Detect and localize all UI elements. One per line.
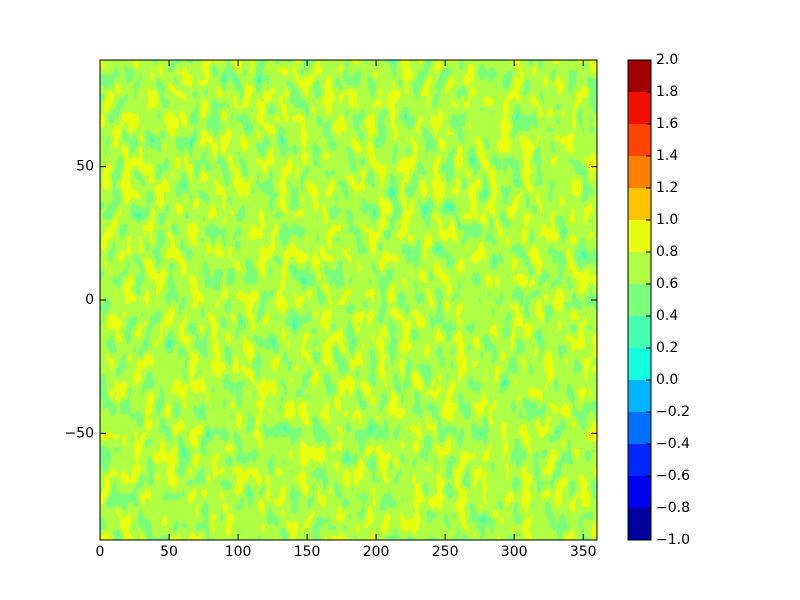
colorbar-tick-label: 0.8 [656,244,678,260]
x-tick-label: 150 [294,544,321,560]
colorbar-band [628,412,651,444]
y-tick-label: 50 [76,159,94,175]
x-tick-label: 200 [363,544,390,560]
colorbar-tick-label: 1.0 [656,212,678,228]
colorbar-band [628,124,651,156]
colorbar-tick-label: −0.4 [656,436,690,452]
colorbar-tick-label: 1.4 [656,148,678,164]
contour-field [100,60,597,540]
y-tick-label: 0 [85,292,94,308]
colorbar-band [628,60,651,92]
colorbar-band [628,316,651,348]
x-tick-label: 0 [96,544,105,560]
colorbar-tick-label: −0.8 [656,500,690,516]
colorbar-tick-label: 1.2 [656,180,678,196]
colorbar-tick-label: −0.6 [656,468,690,484]
colorbar-band [628,284,651,316]
x-tick-label: 50 [160,544,178,560]
colorbar-tick-label: −1.0 [656,532,690,548]
colorbar-band [628,252,651,284]
x-tick-label: 300 [501,544,528,560]
colorbar-band [628,188,651,220]
colorbar-band [628,92,651,124]
x-tick-label: 350 [570,544,597,560]
colorbar-frame [627,59,652,541]
colorbar-band [628,508,651,540]
x-tick-label: 100 [225,544,252,560]
colorbar-band [628,156,651,188]
colorbar-band [628,380,651,412]
colorbar-tick-label: 0.6 [656,276,678,292]
y-tick-label: −50 [64,425,94,441]
colorbar-band [628,476,651,508]
colorbar-tick-label: 0.2 [656,340,678,356]
colorbar-band [628,220,651,252]
colorbar-tick-label: 1.6 [656,116,678,132]
colorbar-tick-label: −0.2 [656,404,690,420]
colorbar-tick-label: 0.0 [656,372,678,388]
colorbar-tick-label: 0.4 [656,308,678,324]
colorbar-band [628,444,651,476]
x-tick-label: 250 [432,544,459,560]
colorbar-tick-label: 2.0 [656,52,678,68]
colorbar-tick-label: 1.8 [656,84,678,100]
colorbar-band [628,348,651,380]
